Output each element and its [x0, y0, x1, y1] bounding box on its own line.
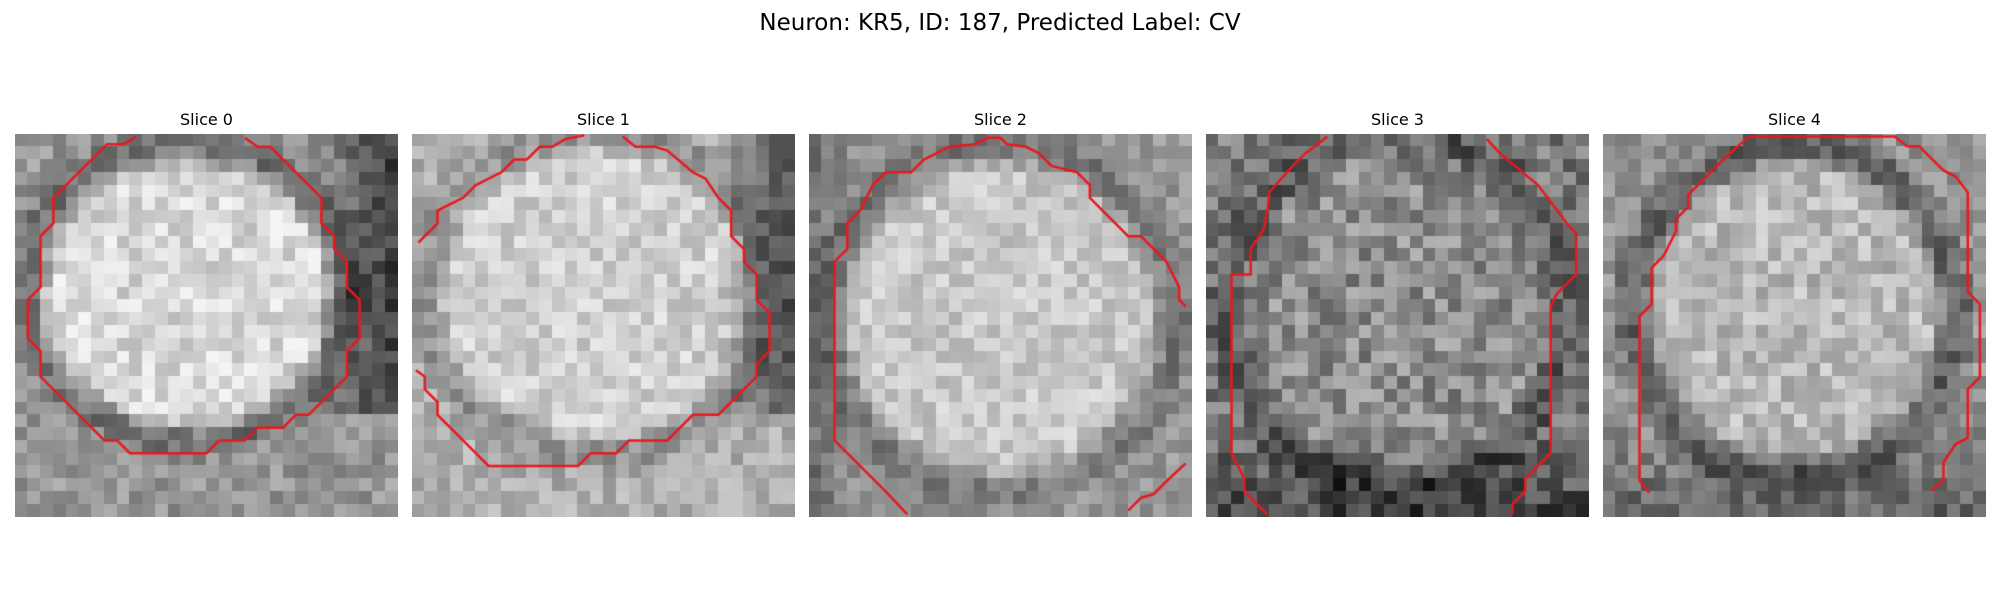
slice-image-0	[15, 134, 398, 517]
slice-image-4	[1603, 134, 1986, 517]
slice-title-1: Slice 1	[577, 110, 630, 129]
figure-title: Neuron: KR5, ID: 187, Predicted Label: C…	[759, 10, 1241, 36]
slice-title-0: Slice 0	[180, 110, 233, 129]
slice-title-3: Slice 3	[1371, 110, 1424, 129]
slice-title-2: Slice 2	[974, 110, 1027, 129]
slice-image-1	[412, 134, 795, 517]
slice-title-4: Slice 4	[1768, 110, 1821, 129]
slice-image-3	[1206, 134, 1589, 517]
slice-image-2	[809, 134, 1192, 517]
